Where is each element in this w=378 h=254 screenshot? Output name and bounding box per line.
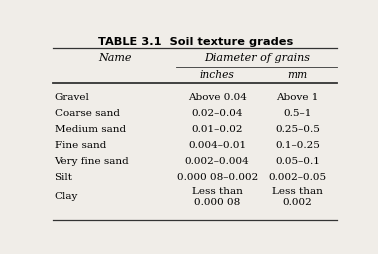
Text: 0.004–0.01: 0.004–0.01 bbox=[188, 141, 246, 150]
Text: 0.000 08–0.002: 0.000 08–0.002 bbox=[177, 173, 258, 182]
Text: 0.01–0.02: 0.01–0.02 bbox=[191, 125, 243, 134]
Text: 0.002–0.004: 0.002–0.004 bbox=[185, 157, 249, 166]
Text: Silt: Silt bbox=[54, 173, 73, 182]
Text: Diameter of grains: Diameter of grains bbox=[204, 53, 310, 63]
Text: Fine sand: Fine sand bbox=[54, 141, 106, 150]
Text: 0.002–0.05: 0.002–0.05 bbox=[269, 173, 327, 182]
Text: Clay: Clay bbox=[54, 193, 78, 201]
Text: Medium sand: Medium sand bbox=[54, 125, 126, 134]
Text: 0.25–0.5: 0.25–0.5 bbox=[275, 125, 320, 134]
Text: Coarse sand: Coarse sand bbox=[54, 109, 119, 118]
Text: inches: inches bbox=[200, 70, 235, 80]
Text: 0.05–0.1: 0.05–0.1 bbox=[275, 157, 320, 166]
Text: Less than
0.000 08: Less than 0.000 08 bbox=[192, 187, 243, 207]
Text: mm: mm bbox=[288, 70, 308, 80]
Text: TABLE 3.1  Soil texture grades: TABLE 3.1 Soil texture grades bbox=[98, 37, 293, 47]
Text: 0.5–1: 0.5–1 bbox=[284, 109, 312, 118]
Text: Very fine sand: Very fine sand bbox=[54, 157, 129, 166]
Text: Gravel: Gravel bbox=[54, 93, 90, 102]
Text: Less than
0.002: Less than 0.002 bbox=[272, 187, 323, 207]
Text: 0.1–0.25: 0.1–0.25 bbox=[275, 141, 320, 150]
Text: Above 1: Above 1 bbox=[277, 93, 319, 102]
Text: 0.02–0.04: 0.02–0.04 bbox=[191, 109, 243, 118]
Text: Above 0.04: Above 0.04 bbox=[188, 93, 246, 102]
Text: Name: Name bbox=[98, 53, 132, 63]
